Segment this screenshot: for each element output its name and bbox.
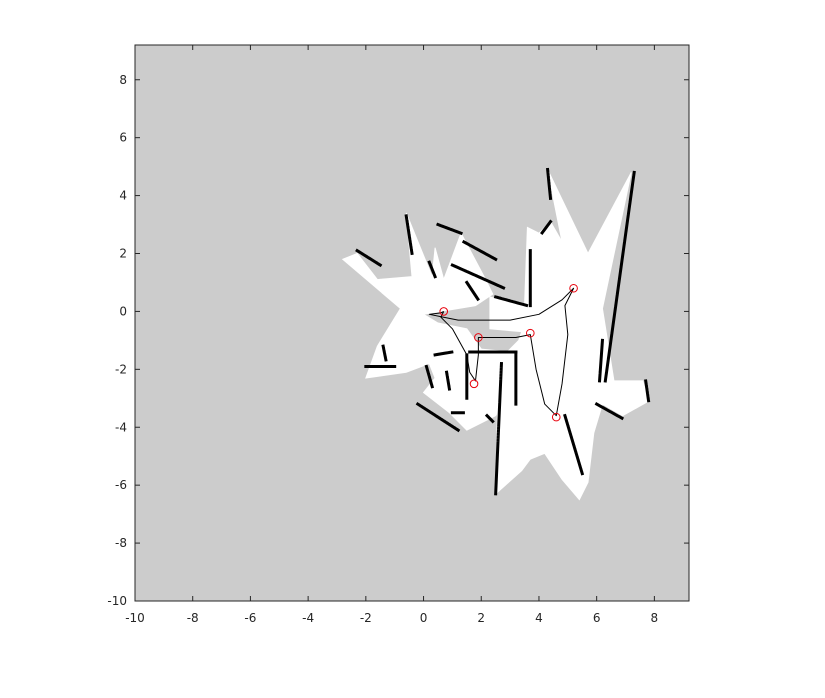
waypoint-layer [439, 283, 578, 422]
waypoint-marker-3 [526, 328, 535, 338]
obstacle-wall-3 [603, 170, 636, 383]
y-tick-label: -8 [115, 536, 127, 550]
obstacle-wall-20 [461, 239, 498, 262]
x-tick-label: -4 [302, 611, 314, 625]
obstacle-wall-18 [404, 214, 414, 256]
y-tick-label: 0 [119, 304, 127, 318]
trajectory-layer [428, 287, 575, 417]
obstacle-wall-8 [494, 361, 504, 496]
obstacle-wall-2 [539, 219, 553, 236]
obstacle-wall-28 [424, 364, 435, 389]
obstacle-wall-21 [450, 263, 507, 291]
x-tick-label: -6 [244, 611, 256, 625]
y-axis-ticks: -10 -8 -6 -4 -2 0 2 4 6 8 [107, 73, 689, 608]
y-tick-label: -2 [115, 362, 127, 376]
x-tick-label: -2 [360, 611, 372, 625]
waypoint-marker-4 [474, 333, 483, 342]
obstacle-wall-16 [594, 402, 625, 421]
x-tick-label: -10 [125, 611, 145, 625]
obstacle-wall-27 [444, 370, 452, 392]
waypoint-marker-1 [439, 307, 449, 316]
obstacle-layer [355, 167, 651, 496]
obstacle-wall-12 [415, 402, 461, 433]
obstacle-wall-4 [597, 338, 605, 383]
obstacle-wall-24 [545, 167, 553, 201]
waypoint-marker-6 [551, 412, 561, 422]
obstacle-wall-26 [464, 280, 481, 302]
robot-trajectory-line [428, 287, 575, 417]
y-tick-label: 2 [119, 247, 127, 261]
waypoint-marker-5 [469, 379, 479, 389]
obstacle-wall-17 [644, 379, 651, 403]
x-tick-label: 6 [593, 611, 601, 625]
axes-frame [134, 44, 690, 602]
x-tick-label: -8 [187, 611, 199, 625]
x-tick-label: 4 [535, 611, 543, 625]
obstacle-wall-19 [436, 222, 463, 236]
y-tick-label: 4 [119, 189, 127, 203]
x-tick-label: 2 [477, 611, 485, 625]
axes-box [134, 44, 690, 602]
obstacle-wall-5 [493, 295, 530, 308]
obstacle-wall-15 [563, 413, 585, 476]
y-tick-label: 8 [119, 73, 127, 87]
y-tick-label: -4 [115, 420, 127, 434]
obstacle-wall-9 [433, 350, 455, 357]
x-tick-label: 0 [420, 611, 428, 625]
y-tick-label: 6 [119, 131, 127, 145]
obstacle-wall-25 [381, 344, 388, 363]
waypoint-marker-2 [569, 283, 578, 293]
y-tick-label: -6 [115, 478, 127, 492]
obstacle-wall-14 [484, 413, 495, 424]
x-tick-label: 8 [651, 611, 659, 625]
obstacle-wall-23 [427, 260, 438, 279]
x-axis-ticks: -10 -8 -6 -4 -2 0 2 4 6 8 [125, 45, 658, 625]
y-tick-label: -10 [107, 594, 127, 608]
obstacle-wall-22 [355, 248, 383, 268]
